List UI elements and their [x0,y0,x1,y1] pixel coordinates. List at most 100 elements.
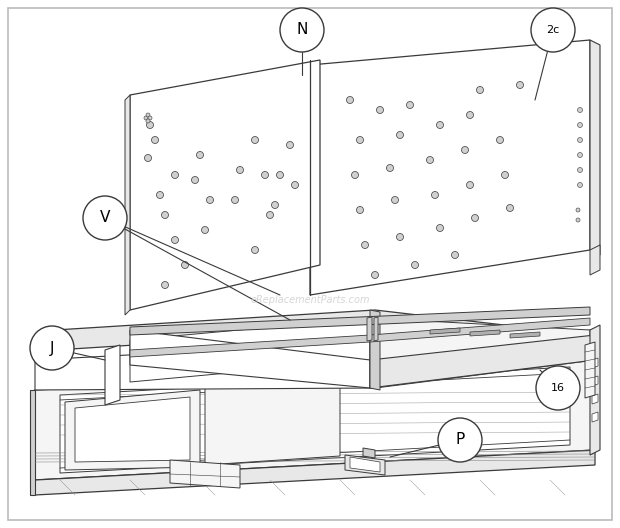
Polygon shape [363,448,375,458]
Circle shape [231,196,239,203]
Polygon shape [374,317,378,341]
Text: J: J [50,341,55,355]
Text: N: N [296,23,308,37]
Polygon shape [345,455,385,475]
Polygon shape [35,360,595,480]
Circle shape [577,137,583,143]
Circle shape [197,152,203,158]
Polygon shape [510,332,540,338]
Circle shape [577,167,583,173]
Polygon shape [125,95,130,315]
Circle shape [577,183,583,187]
Polygon shape [170,460,240,488]
Circle shape [236,166,244,174]
Circle shape [436,224,443,231]
Circle shape [497,137,503,144]
Circle shape [286,142,293,148]
Circle shape [507,204,513,212]
Polygon shape [370,318,590,360]
Circle shape [466,111,474,118]
Circle shape [148,116,152,120]
Polygon shape [590,325,600,455]
Text: P: P [455,432,464,448]
Circle shape [291,182,298,188]
Circle shape [182,261,188,269]
Circle shape [466,182,474,188]
Polygon shape [130,318,370,382]
Circle shape [192,176,198,184]
Circle shape [267,212,273,219]
Circle shape [146,119,150,123]
Circle shape [397,233,404,240]
Circle shape [156,192,164,199]
Circle shape [407,101,414,108]
Circle shape [391,196,399,203]
Circle shape [502,172,508,178]
Circle shape [206,196,213,203]
Polygon shape [370,310,380,390]
Circle shape [361,241,368,249]
Circle shape [262,172,268,178]
Circle shape [146,121,154,128]
Polygon shape [592,376,598,386]
Circle shape [144,116,148,120]
Polygon shape [470,330,500,336]
Polygon shape [430,328,460,334]
Polygon shape [30,390,35,495]
Polygon shape [592,412,598,422]
Text: eReplacementParts.com: eReplacementParts.com [250,295,370,305]
Circle shape [436,121,443,128]
Text: 16: 16 [551,383,565,393]
Circle shape [536,366,580,410]
Circle shape [461,146,469,154]
Polygon shape [310,40,590,295]
Text: 2c: 2c [546,25,560,35]
Polygon shape [350,457,380,472]
Circle shape [347,97,353,103]
Circle shape [352,172,358,178]
Circle shape [172,237,179,243]
Circle shape [516,81,523,89]
Circle shape [146,113,150,117]
Polygon shape [35,450,595,495]
Circle shape [576,218,580,222]
Circle shape [172,172,179,178]
Circle shape [386,165,394,172]
Polygon shape [205,375,340,465]
Polygon shape [65,390,200,470]
Circle shape [161,212,169,219]
Circle shape [577,122,583,127]
Circle shape [576,208,580,212]
Circle shape [356,206,363,213]
Circle shape [397,131,404,138]
Circle shape [412,261,418,269]
Circle shape [531,8,575,52]
Text: V: V [100,211,110,225]
Circle shape [252,247,259,253]
Polygon shape [367,317,372,341]
Circle shape [30,326,74,370]
Circle shape [577,108,583,112]
Circle shape [252,137,259,144]
Polygon shape [75,397,190,462]
Circle shape [371,271,378,278]
Circle shape [144,155,151,162]
Circle shape [280,8,324,52]
Polygon shape [592,394,598,404]
Polygon shape [592,358,598,368]
Circle shape [471,214,479,222]
Polygon shape [130,330,370,388]
Polygon shape [130,307,590,335]
Polygon shape [590,245,600,275]
Polygon shape [35,330,595,390]
Polygon shape [370,318,590,342]
Polygon shape [370,335,595,388]
Polygon shape [590,40,600,255]
Circle shape [272,202,278,209]
Polygon shape [130,335,370,357]
Polygon shape [60,367,570,473]
Polygon shape [105,345,120,405]
Circle shape [83,196,127,240]
Circle shape [151,137,159,144]
Circle shape [438,418,482,462]
